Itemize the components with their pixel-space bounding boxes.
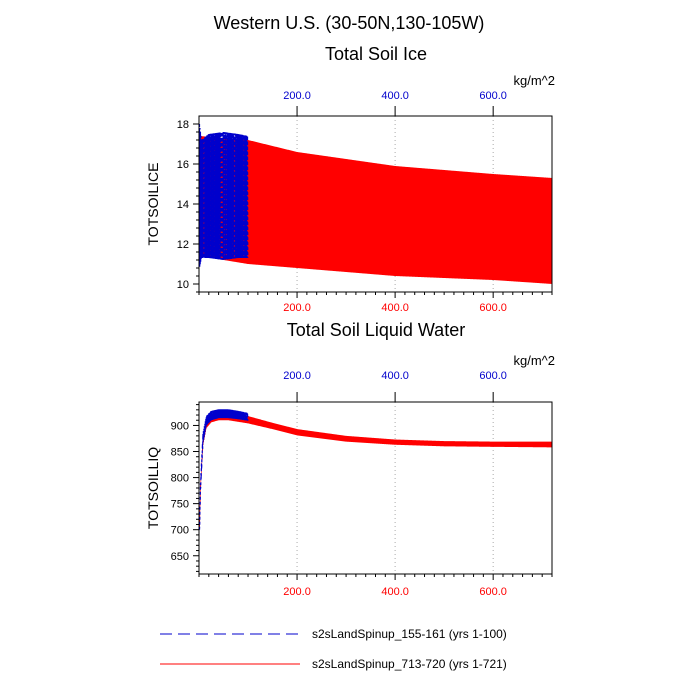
panel-total-soil-liquid-water: Total Soil Liquid Water kg/m^2 TOTSOILLIQ 6…: [145, 320, 555, 598]
y-tick-label: 16: [177, 159, 189, 171]
figure-title: Western U.S. (30-50N,130-105W): [214, 13, 485, 33]
x-tick-label-bottom: 200.0: [283, 586, 311, 598]
x-tick-label-bottom: 200.0: [283, 302, 311, 314]
y-tick-label: 700: [171, 525, 189, 537]
x-tick-label-bottom: 400.0: [381, 302, 409, 314]
x-tick-label-top: 400.0: [381, 370, 409, 382]
plot-frame: [198, 401, 553, 575]
y-tick-label: 900: [171, 420, 189, 432]
y-tick-label: 10: [177, 279, 189, 291]
x-tick-label-top: 200.0: [283, 90, 311, 102]
series-line-blue: [199, 409, 249, 530]
y-tick-label: 800: [171, 473, 189, 485]
x-tick-label-top: 600.0: [479, 370, 507, 382]
plot-area: [199, 409, 552, 530]
x-tick-label-top: 400.0: [381, 90, 409, 102]
x-tick-label-bottom: 600.0: [479, 302, 507, 314]
legend-label-blue: s2sLandSpinup_155-161 (yrs 1-100): [312, 627, 507, 641]
series-line-red: [199, 135, 552, 284]
x-tick-label-bottom: 400.0: [381, 586, 409, 598]
y-axis-label: TOTSOILICE: [145, 163, 161, 246]
chart-title: Total Soil Ice: [325, 44, 427, 64]
units-label: kg/m^2: [513, 73, 555, 88]
panel-total-soil-ice: Total Soil Ice kg/m^2 TOTSOILICE 10 12 14 16 18…: [145, 44, 555, 314]
legend-label-red: s2sLandSpinup_713-720 (yrs 1-721): [312, 657, 507, 671]
y-tick-label: 650: [171, 551, 189, 563]
y-tick-label: 750: [171, 499, 189, 511]
x-tick-label-top: 200.0: [283, 370, 311, 382]
chart-title: Total Soil Liquid Water: [287, 320, 465, 340]
y-tick-label: 18: [177, 119, 189, 131]
legend: s2sLandSpinup_155-161 (yrs 1-100) s2sLan…: [160, 627, 507, 671]
plot-area: [199, 123, 552, 284]
y-tick-label: 12: [177, 239, 189, 251]
series-line-blue: [199, 123, 249, 267]
x-tick-label-top: 600.0: [479, 90, 507, 102]
y-axis-label: TOTSOILLIQ: [145, 447, 161, 529]
units-label: kg/m^2: [513, 353, 555, 368]
x-tick-label-bottom: 600.0: [479, 586, 507, 598]
y-tick-label: 14: [177, 199, 189, 211]
series-line-red: [199, 411, 552, 530]
y-tick-label: 850: [171, 447, 189, 459]
